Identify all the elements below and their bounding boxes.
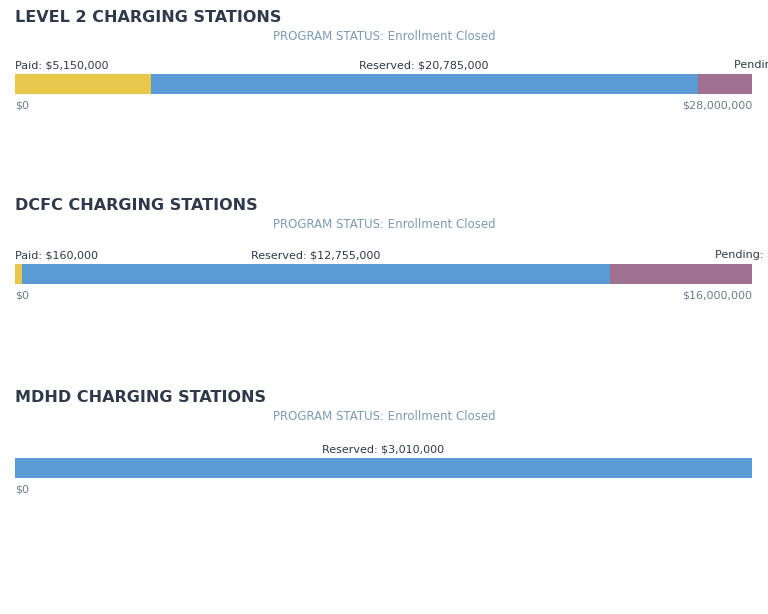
Text: $16,000,000: $16,000,000 bbox=[682, 290, 752, 300]
Text: PROGRAM STATUS: Enrollment Closed: PROGRAM STATUS: Enrollment Closed bbox=[273, 218, 495, 231]
Bar bbox=[15, 74, 151, 94]
Text: $0: $0 bbox=[15, 484, 29, 494]
Text: PROGRAM STATUS: Enrollment Closed: PROGRAM STATUS: Enrollment Closed bbox=[273, 30, 495, 43]
Bar bbox=[151, 74, 697, 94]
Text: Reserved: $12,755,000: Reserved: $12,755,000 bbox=[251, 250, 381, 260]
Text: Pending: $7,060,000: Pending: $7,060,000 bbox=[715, 250, 768, 260]
Bar bbox=[610, 264, 768, 284]
Text: Paid: $5,150,000: Paid: $5,150,000 bbox=[15, 60, 108, 70]
Text: LEVEL 2 CHARGING STATIONS: LEVEL 2 CHARGING STATIONS bbox=[15, 10, 281, 25]
Text: Pending: $7,108,000: Pending: $7,108,000 bbox=[733, 60, 768, 70]
Bar bbox=[22, 264, 610, 284]
Bar bbox=[15, 264, 22, 284]
Text: Reserved: $20,785,000: Reserved: $20,785,000 bbox=[359, 60, 489, 70]
Bar bbox=[697, 74, 768, 94]
Text: $0: $0 bbox=[15, 100, 29, 110]
Text: PROGRAM STATUS: Enrollment Closed: PROGRAM STATUS: Enrollment Closed bbox=[273, 410, 495, 423]
Text: MDHD CHARGING STATIONS: MDHD CHARGING STATIONS bbox=[15, 390, 266, 405]
Text: Reserved: $3,010,000: Reserved: $3,010,000 bbox=[323, 445, 445, 455]
Text: Paid: $160,000: Paid: $160,000 bbox=[15, 250, 98, 260]
Text: DCFC CHARGING STATIONS: DCFC CHARGING STATIONS bbox=[15, 198, 257, 213]
Text: $0: $0 bbox=[15, 290, 29, 300]
Text: $28,000,000: $28,000,000 bbox=[682, 100, 752, 110]
